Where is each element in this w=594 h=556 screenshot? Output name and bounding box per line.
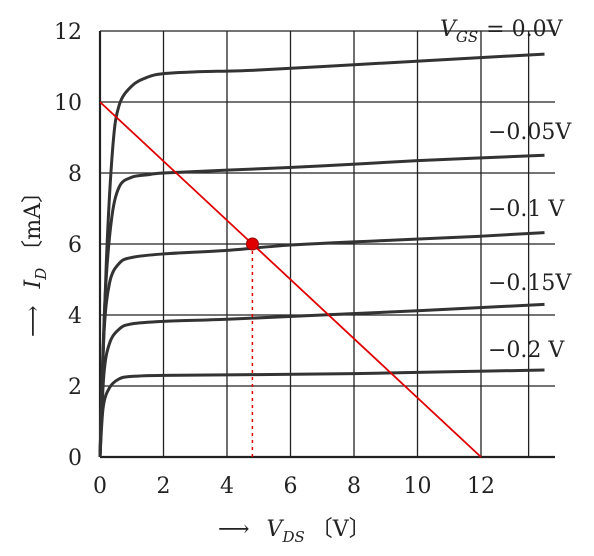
y-tick-label: 6 xyxy=(68,233,82,258)
x-axis-symbol: V xyxy=(267,517,285,542)
y-tick-label: 8 xyxy=(68,162,82,187)
id-vds-curve xyxy=(98,368,545,458)
x-axis-label: ⟶ VDS 〔V〕 xyxy=(218,517,371,546)
id-vds-curve xyxy=(98,153,545,458)
y-tick-label: 10 xyxy=(54,91,82,116)
characteristic-curves xyxy=(98,52,545,458)
y-tick-label: 12 xyxy=(54,20,82,45)
id-vds-curve xyxy=(98,52,545,458)
load-line xyxy=(99,101,482,458)
x-axis-subscript: DS xyxy=(281,528,304,546)
curve-label: −0.2 V xyxy=(488,338,565,363)
y-tick-label: 0 xyxy=(68,446,82,471)
y-axis-symbol: I xyxy=(21,278,46,289)
id-vds-curve xyxy=(98,231,545,458)
x-tick-label: 0 xyxy=(93,474,107,499)
svg-text:⟶ VDS〔V〕: ⟶ VDS 〔V〕 xyxy=(218,517,371,546)
y-axis-label: ⟶ ID 〔mA〕 xyxy=(21,181,50,337)
x-tick-label: 4 xyxy=(220,474,234,499)
svg-text:⟶ ID〔mA〕: ⟶ ID 〔mA〕 xyxy=(21,181,50,337)
x-tick-label: 6 xyxy=(284,474,298,499)
y-tick-label: 2 xyxy=(68,375,82,400)
y-axis-subscript: D xyxy=(32,268,50,281)
curve-labels: VGS = 0.0V −0.05V −0.1 V −0.15V −0.2 V xyxy=(440,17,572,363)
curve-label: −0.05V xyxy=(488,120,572,145)
tick-labels: 0 2 4 6 8 10 12 0 2 4 6 8 10 12 xyxy=(54,20,495,499)
y-axis-arrow: ⟶ xyxy=(21,305,46,337)
y-tick-label: 4 xyxy=(68,304,82,329)
id-vds-curve xyxy=(98,302,545,458)
x-axis-unit: 〔V〕 xyxy=(311,517,371,542)
curve-label: −0.1 V xyxy=(488,197,565,222)
x-axis-arrow: ⟶ xyxy=(218,517,250,542)
operating-point xyxy=(245,237,259,251)
x-tick-label: 10 xyxy=(404,474,432,499)
x-tick-label: 12 xyxy=(467,474,495,499)
load-line-group xyxy=(99,101,482,458)
curve-label: VGS = 0.0V xyxy=(440,17,564,46)
curve-label: −0.15V xyxy=(488,271,572,296)
grid xyxy=(98,30,555,459)
x-tick-label: 8 xyxy=(347,474,361,499)
x-tick-label: 2 xyxy=(157,474,171,499)
y-axis-unit: 〔mA〕 xyxy=(21,181,46,262)
